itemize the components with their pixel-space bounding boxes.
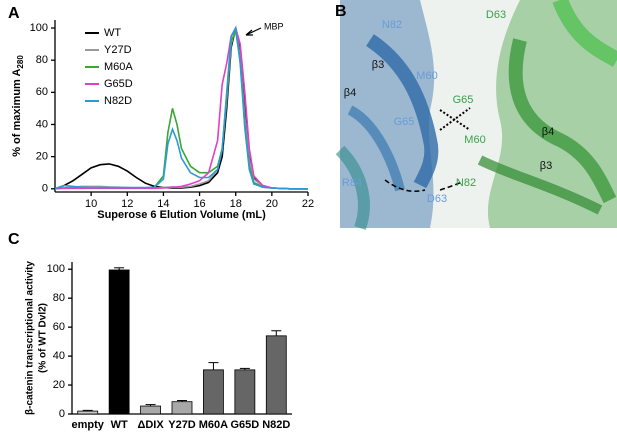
green-strand xyxy=(477,155,603,215)
y-axis-label-subscript: 280 xyxy=(16,55,25,69)
x-tick-label: 10 xyxy=(85,198,97,210)
x-tick-label: 20 xyxy=(266,198,278,210)
panel-label: A xyxy=(8,5,20,22)
y-tick-label: 20 xyxy=(36,151,48,163)
y-axis-label: (% of WT Dvl2) xyxy=(38,303,49,373)
x-tick-label: 16 xyxy=(193,198,205,210)
line-series xyxy=(54,25,308,190)
y-tick-label: 0 xyxy=(59,408,65,420)
legend-label: G65D xyxy=(104,78,133,90)
line-series xyxy=(54,27,308,190)
y-axis-label: β-catenin transcriptional activity xyxy=(25,261,36,415)
blue-strand xyxy=(347,105,405,192)
residue-label: M60 xyxy=(416,70,437,82)
blue-strand xyxy=(366,34,439,189)
annotation: MBP xyxy=(264,21,284,31)
x-tick-label: M60A xyxy=(199,419,228,431)
x-tick-label: ΔDIX xyxy=(137,419,164,431)
legend-label: Y27D xyxy=(104,44,132,56)
residue-label: β4 xyxy=(344,87,356,99)
residue-label: D63 xyxy=(486,9,506,21)
y-tick-label: 0 xyxy=(42,183,48,195)
residue-label: G65 xyxy=(394,116,415,128)
x-axis-label: Superose 6 Elution Volume (mL) xyxy=(97,209,266,221)
legend-label: M60A xyxy=(104,61,133,73)
x-tick-label: 14 xyxy=(157,198,169,210)
bar xyxy=(77,410,99,415)
residue-label: N82 xyxy=(382,19,402,31)
panel-label: C xyxy=(8,231,20,248)
bar xyxy=(140,405,161,415)
bar xyxy=(203,369,224,415)
teal-strand xyxy=(335,145,370,231)
line-series xyxy=(54,27,308,190)
structure-labels: N82 D63 β3 β4 M60 G65 G65 M60 β4 β3 R84 N82 D63 xyxy=(342,9,554,205)
residue-label: β3 xyxy=(372,59,384,71)
residue-label: β3 xyxy=(540,160,552,172)
bar xyxy=(234,369,256,415)
line-series xyxy=(54,25,308,190)
panel-label: B xyxy=(335,3,347,20)
residue-label: R84 xyxy=(342,177,362,189)
hbond xyxy=(439,107,471,131)
x-tick-label: 12 xyxy=(121,198,133,210)
annotation-arrow xyxy=(245,27,262,36)
x-tick-label: G65D xyxy=(230,419,259,431)
residue-label: M60 xyxy=(464,134,485,146)
x-tick-label: 18 xyxy=(230,198,242,210)
y-tick-label: 80 xyxy=(36,54,48,66)
residue-label: G65 xyxy=(453,94,474,106)
bar xyxy=(171,401,193,415)
structure-image xyxy=(335,0,617,231)
y-axis-label-main: % of maximum A xyxy=(11,69,23,157)
blue-chain xyxy=(340,0,435,228)
y-tick-label: 60 xyxy=(36,86,48,98)
green-helix xyxy=(552,0,617,67)
x-tick-label: N82D xyxy=(262,419,290,431)
x-tick-label: empty xyxy=(72,419,105,431)
legend-label: WT xyxy=(104,27,121,39)
y-tick-label: 40 xyxy=(53,350,65,362)
bar xyxy=(108,269,130,415)
residue-label: N82 xyxy=(456,177,476,189)
residue-label: D63 xyxy=(427,193,447,205)
y-tick-label: 80 xyxy=(53,292,65,304)
y-axis-label: % of maximum A280 xyxy=(11,55,25,157)
line-series xyxy=(54,28,308,190)
bar xyxy=(265,335,287,415)
hbond xyxy=(384,179,463,192)
x-tick-label: Y27D xyxy=(168,419,196,431)
x-tick-label: WT xyxy=(111,419,128,431)
legend-label: N82D xyxy=(104,95,132,107)
y-tick-label: 100 xyxy=(47,263,65,275)
y-tick-label: 100 xyxy=(30,22,48,34)
green-strand xyxy=(508,38,617,204)
residue-label: β4 xyxy=(542,126,554,138)
y-tick-label: 60 xyxy=(53,321,65,333)
y-tick-label: 40 xyxy=(36,118,48,130)
y-tick-label: 20 xyxy=(53,379,65,391)
x-tick-label: 22 xyxy=(302,198,314,210)
